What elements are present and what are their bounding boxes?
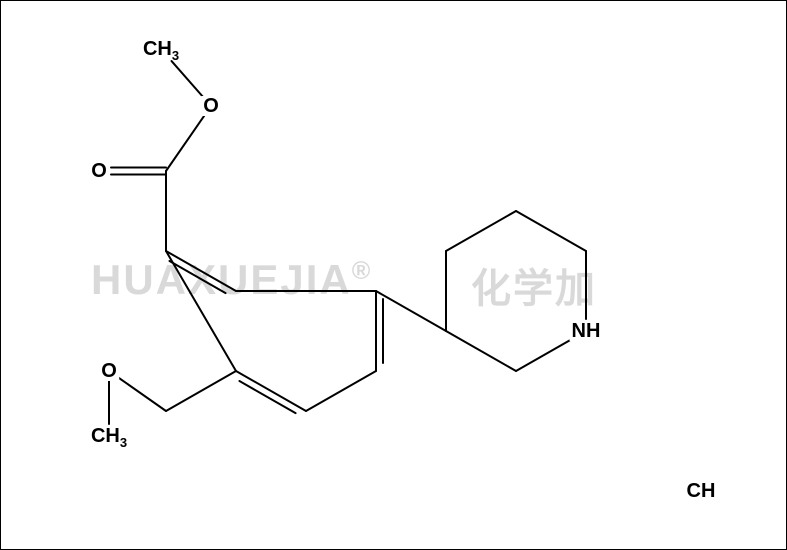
atom-ch3_bot: CH3 [89, 426, 129, 446]
atom-o_dblO: O [89, 161, 109, 181]
atom-p_N: NH [570, 321, 603, 341]
molecule-svg [1, 1, 787, 550]
counterion-label: CH [687, 481, 716, 501]
atom-ch3_top: CH3 [141, 39, 181, 59]
atom-o_ome_bot: O [99, 361, 119, 381]
atom-o_ome_top: O [201, 96, 221, 116]
structure-canvas: HUAXUEJIA® 化学加 OOCH3OCH3NH CH [0, 0, 787, 550]
